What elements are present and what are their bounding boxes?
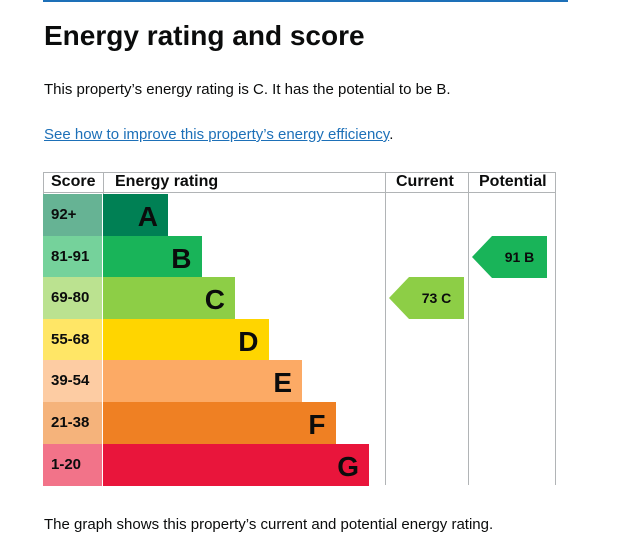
rating-bar-c: C (103, 277, 235, 320)
grid-hline-top (43, 172, 556, 173)
score-cell-f: 21-38 (43, 402, 102, 444)
improve-efficiency-link[interactable]: See how to improve this property’s energ… (44, 126, 390, 143)
header-energy-rating: Energy rating (115, 173, 219, 190)
rating-bar-e: E (103, 360, 302, 403)
top-divider (43, 0, 568, 2)
rating-bar-g: G (103, 443, 369, 486)
page-title: Energy rating and score (44, 20, 365, 51)
rating-bar-a: A (103, 194, 168, 236)
score-cell-g: 1-20 (43, 443, 102, 486)
header-current: Current (396, 173, 454, 190)
potential-rating-arrow-tip (472, 235, 492, 278)
potential-rating-arrow-label: 91 B (492, 235, 547, 278)
grid-hline-header (43, 192, 556, 193)
header-score: Score (51, 173, 96, 190)
rating-bar-f: F (103, 402, 336, 444)
grid-vline (385, 172, 386, 485)
current-rating-arrow: 73 C (389, 277, 464, 320)
rating-letter-f: F (308, 409, 326, 440)
rating-letter-c: C (204, 284, 225, 316)
link-suffix: . (389, 126, 394, 143)
rating-summary: This property’s energy rating is C. It h… (44, 81, 451, 98)
potential-rating-arrow: 91 B (472, 235, 547, 278)
rating-letter-a: A (137, 201, 158, 232)
improve-link-row: See how to improve this property’s energ… (44, 126, 393, 143)
score-cell-d: 55-68 (43, 318, 102, 361)
score-cell-a: 92+ (43, 194, 102, 236)
energy-rating-chart: Score Energy rating Current Potential 92… (43, 172, 556, 486)
score-cell-b: 81-91 (43, 235, 102, 278)
score-cell-e: 39-54 (43, 360, 102, 403)
rating-letter-b: B (171, 242, 192, 274)
current-rating-arrow-tip (389, 277, 409, 320)
current-rating-arrow-label: 73 C (409, 277, 464, 320)
rating-bar-d: D (103, 318, 269, 361)
graph-caption: The graph shows this property’s current … (44, 516, 494, 533)
rating-letter-d: D (238, 325, 259, 357)
rating-letter-g: G (337, 450, 359, 482)
grid-vline (555, 172, 556, 485)
rating-letter-e: E (273, 367, 292, 399)
header-potential: Potential (479, 173, 547, 190)
grid-vline (468, 172, 469, 485)
score-cell-c: 69-80 (43, 277, 102, 320)
rating-bar-b: B (103, 235, 202, 278)
